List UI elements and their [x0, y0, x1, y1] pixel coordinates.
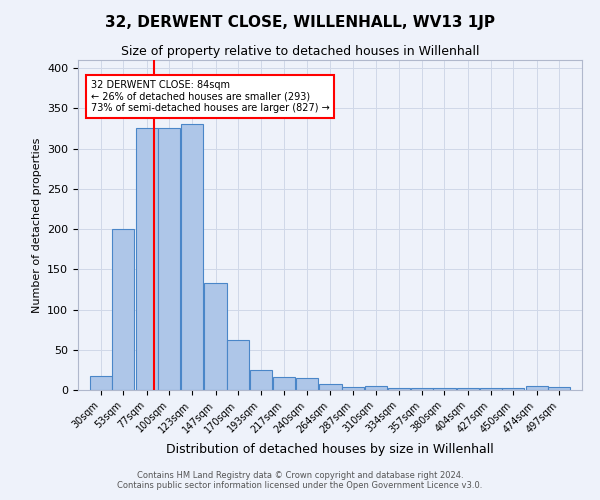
Bar	[136, 128, 158, 390]
Bar	[89, 376, 112, 390]
Bar	[411, 388, 433, 390]
Bar	[205, 283, 227, 390]
Text: Contains HM Land Registry data © Crown copyright and database right 2024.
Contai: Contains HM Land Registry data © Crown c…	[118, 470, 482, 490]
Bar	[479, 388, 502, 390]
Bar	[319, 384, 341, 390]
Text: Size of property relative to detached houses in Willenhall: Size of property relative to detached ho…	[121, 45, 479, 58]
Bar	[548, 387, 571, 390]
Bar	[181, 124, 203, 390]
Text: 32, DERWENT CLOSE, WILLENHALL, WV13 1JP: 32, DERWENT CLOSE, WILLENHALL, WV13 1JP	[105, 15, 495, 30]
Bar	[365, 386, 387, 390]
Bar	[296, 378, 318, 390]
Bar	[250, 370, 272, 390]
Bar	[273, 377, 295, 390]
Y-axis label: Number of detached properties: Number of detached properties	[32, 138, 41, 312]
Bar	[388, 388, 410, 390]
Bar	[227, 340, 249, 390]
Bar	[502, 388, 524, 390]
Bar	[342, 387, 364, 390]
Bar	[433, 388, 455, 390]
Text: 32 DERWENT CLOSE: 84sqm
← 26% of detached houses are smaller (293)
73% of semi-d: 32 DERWENT CLOSE: 84sqm ← 26% of detache…	[91, 80, 329, 114]
Bar	[112, 229, 134, 390]
X-axis label: Distribution of detached houses by size in Willenhall: Distribution of detached houses by size …	[166, 443, 494, 456]
Bar	[526, 386, 548, 390]
Bar	[457, 388, 479, 390]
Bar	[158, 128, 181, 390]
